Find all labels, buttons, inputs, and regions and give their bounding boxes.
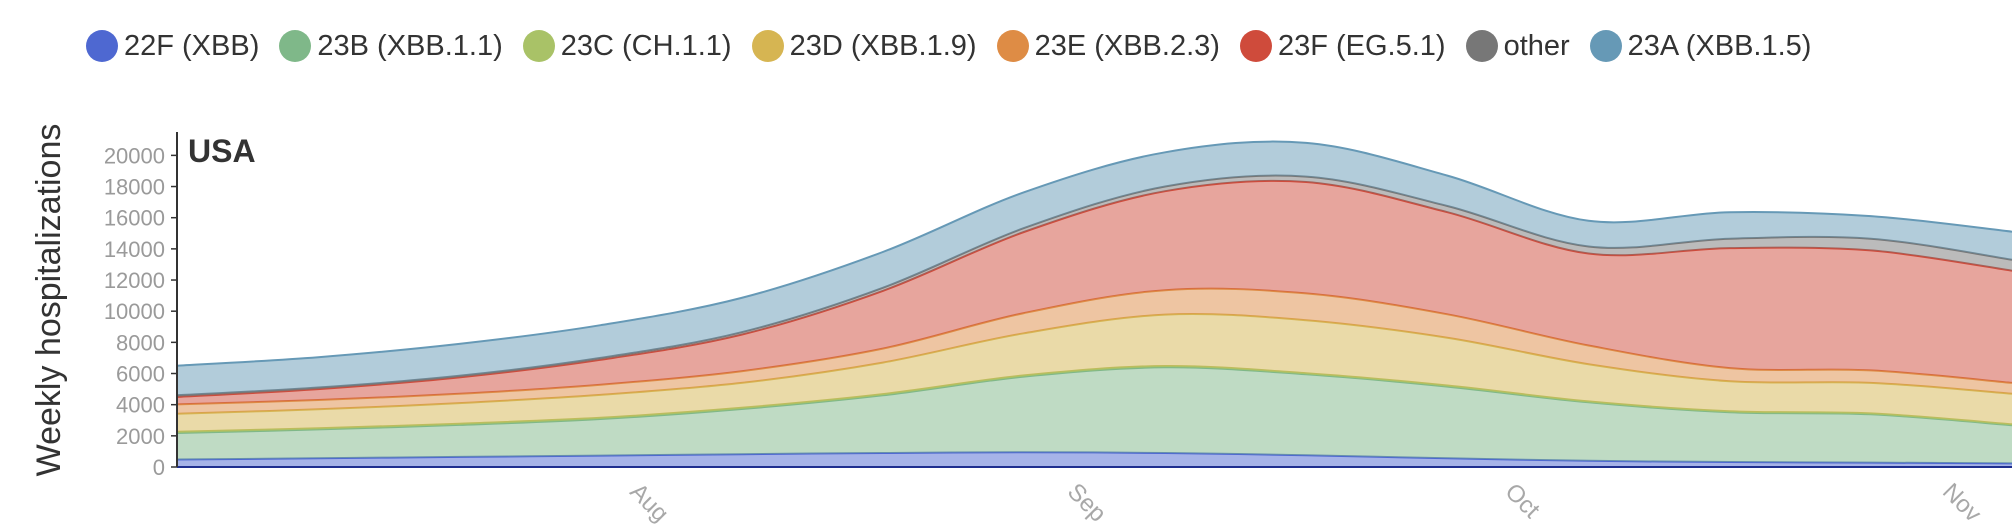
panel-title: USA xyxy=(188,133,256,169)
y-tick-label: 18000 xyxy=(104,175,165,200)
legend-swatch xyxy=(751,30,784,62)
y-tick-label: 10000 xyxy=(104,299,165,324)
y-tick-label: 6000 xyxy=(116,362,165,387)
legend-label: 23C (CH.1.1) xyxy=(560,29,732,62)
y-axis-label: Weekly hospitalizations xyxy=(30,124,68,477)
legend-label: other xyxy=(1503,29,1570,62)
legend-label: 23A (XBB.1.5) xyxy=(1627,29,1812,62)
series-areas xyxy=(176,140,2012,467)
legend-item[interactable]: 23D (XBB.1.9) xyxy=(751,29,977,63)
y-tick-label: 12000 xyxy=(104,268,165,293)
y-tick-label: 8000 xyxy=(116,330,165,355)
legend-swatch xyxy=(1465,30,1498,62)
legend-label: 23F (EG.5.1) xyxy=(1277,29,1446,62)
legend-item[interactable]: 23F (EG.5.1) xyxy=(1239,29,1446,63)
legend-item[interactable]: 23E (XBB.2.3) xyxy=(996,29,1220,63)
y-axis-ticks: 0 2000 4000 6000 8000 10000 12000 14000 16000 180… xyxy=(104,143,177,480)
legend-item[interactable]: other xyxy=(1465,29,1570,63)
legend-swatch xyxy=(1589,30,1622,62)
y-tick-label: 0 xyxy=(153,455,165,480)
y-tick-label: 2000 xyxy=(116,424,165,449)
legend-swatch xyxy=(522,30,555,62)
series-area xyxy=(177,313,2012,432)
legend-label: 23D (XBB.1.9) xyxy=(789,29,977,62)
x-axis-ticks: Aug Sep Oct Nov xyxy=(177,466,2012,527)
x-tick-label: Nov xyxy=(1937,478,1986,527)
y-tick-label: 20000 xyxy=(104,143,165,168)
legend-swatch xyxy=(996,30,1029,62)
legend-item[interactable]: 23A (XBB.1.5) xyxy=(1589,29,1812,63)
series-line xyxy=(176,140,2012,367)
y-tick-label: 4000 xyxy=(116,393,165,418)
legend-label: 23B (XBB.1.1) xyxy=(317,29,503,62)
legend-item[interactable]: 22F (XBB) xyxy=(86,30,259,63)
series-area xyxy=(177,180,2012,405)
legend-label: 23E (XBB.2.3) xyxy=(1034,29,1220,62)
x-tick-label: Aug xyxy=(624,478,673,527)
x-tick-label: Sep xyxy=(1062,478,1111,527)
x-tick-label: Oct xyxy=(1500,478,1546,524)
legend-item[interactable]: 23C (CH.1.1) xyxy=(522,29,732,63)
legend-swatch xyxy=(1239,30,1272,62)
y-tick-label: 16000 xyxy=(104,206,165,231)
legend-item[interactable]: 23B (XBB.1.1) xyxy=(279,29,503,63)
legend-swatch xyxy=(86,30,118,62)
legend-swatch xyxy=(279,30,312,62)
series-area xyxy=(177,367,2012,464)
legend-label: 22F (XBB) xyxy=(124,29,260,62)
series-area xyxy=(177,141,2012,396)
legend: 22F (XBB) 23B (XBB.1.1) 23C (CH.1.1) 23D (X… xyxy=(86,24,1811,68)
y-tick-label: 14000 xyxy=(104,237,165,262)
